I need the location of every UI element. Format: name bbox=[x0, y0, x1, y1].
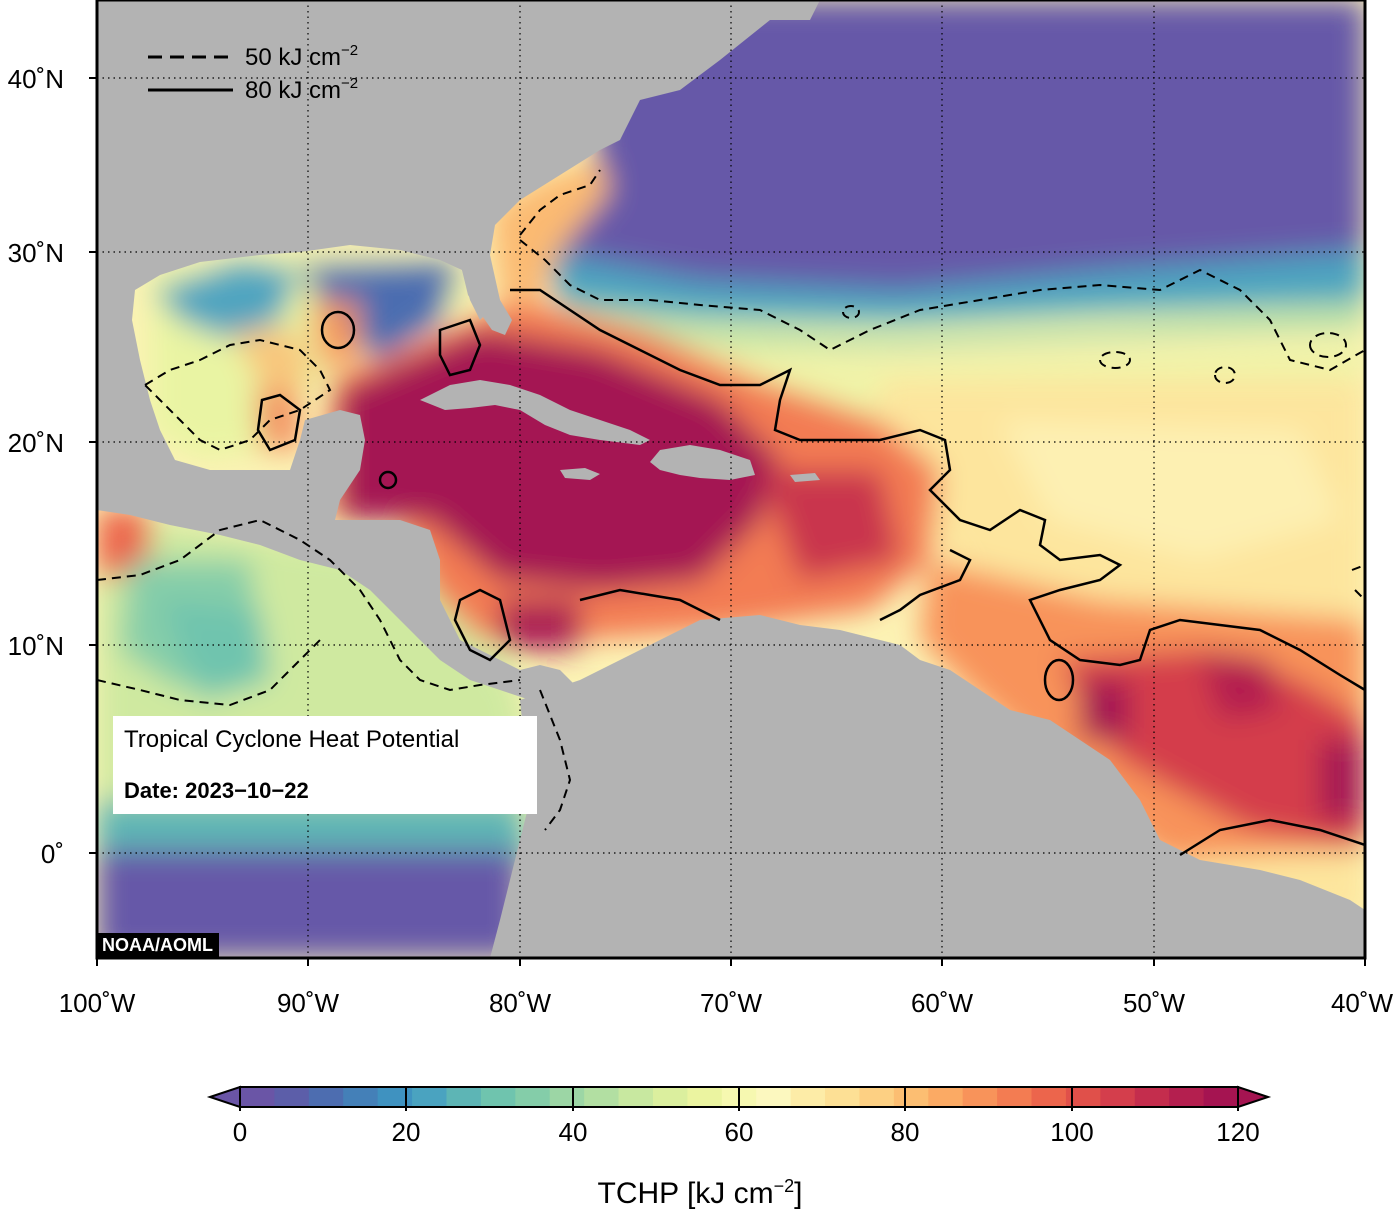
legend-solid-label: 80 kJ cm bbox=[245, 77, 341, 104]
lon-label: 60˚W bbox=[911, 988, 974, 1018]
colorbar-tick-label: 80 bbox=[891, 1117, 920, 1147]
contour-legend: 50 kJ cm−2 80 kJ cm−2 bbox=[148, 42, 358, 104]
colorbar-tick-label: 60 bbox=[725, 1117, 754, 1147]
colorbar-cell bbox=[584, 1087, 620, 1107]
lon-label: 70˚W bbox=[700, 988, 763, 1018]
colorbar-cell bbox=[928, 1087, 964, 1107]
legend-dashed-exp: −2 bbox=[341, 42, 358, 59]
contour-80 bbox=[256, 288, 1365, 857]
longitude-labels: 100˚W 90˚W 80˚W 70˚W 60˚W 50˚W 40˚W bbox=[59, 988, 1394, 1018]
colorbar-cell bbox=[480, 1087, 516, 1107]
colorbar-cell bbox=[446, 1087, 482, 1107]
colorbar-cell bbox=[893, 1087, 929, 1107]
graticule bbox=[97, 0, 1365, 958]
colorbar-cell bbox=[825, 1087, 861, 1107]
lat-label: 0˚ bbox=[41, 839, 64, 869]
lat-label: 40˚N bbox=[8, 64, 64, 94]
colorbar-cell bbox=[997, 1087, 1033, 1107]
colorbar-cell bbox=[652, 1087, 688, 1107]
colorbar-tick-label: 20 bbox=[392, 1117, 421, 1147]
lon-label: 50˚W bbox=[1123, 988, 1186, 1018]
info-title: Tropical Cyclone Heat Potential bbox=[124, 726, 460, 753]
colorbar-max-arrow bbox=[1237, 1085, 1272, 1109]
colorbar-cell bbox=[308, 1087, 344, 1107]
lon-label: 100˚W bbox=[59, 988, 136, 1018]
legend-solid-exp: −2 bbox=[341, 75, 358, 92]
colorbar-cell bbox=[515, 1087, 551, 1107]
colorbar-cell bbox=[240, 1087, 276, 1107]
lat-label: 30˚N bbox=[8, 238, 64, 268]
map-panel bbox=[97, 0, 1365, 958]
colorbar-cell bbox=[962, 1087, 998, 1107]
colorbar-label: TCHP [kJ cm−2] bbox=[0, 1176, 1400, 1211]
colorbar-cell bbox=[1065, 1087, 1101, 1107]
latitude-labels: 40˚N 30˚N 20˚N 10˚N 0˚ bbox=[8, 64, 64, 869]
colorbar-cell bbox=[1134, 1087, 1170, 1107]
legend-dashed-text: 50 kJ cm−2 bbox=[245, 42, 358, 71]
colorbar-cell bbox=[1100, 1087, 1136, 1107]
colorbar-label-exp: −2 bbox=[773, 1176, 795, 1196]
lon-label: 80˚W bbox=[489, 988, 552, 1018]
colorbar-cell bbox=[1203, 1087, 1239, 1107]
colorbar-cell bbox=[1169, 1087, 1205, 1107]
lat-label: 20˚N bbox=[8, 428, 64, 458]
colorbar-cell bbox=[274, 1087, 310, 1107]
credit-label: NOAA/AOML bbox=[98, 933, 219, 957]
axis-ticks bbox=[89, 77, 1366, 966]
legend-dashed-label: 50 kJ cm bbox=[245, 44, 341, 71]
colorbar-cell bbox=[859, 1087, 895, 1107]
colorbar-tick-label: 0 bbox=[233, 1117, 247, 1147]
colorbar-ticks bbox=[239, 1087, 1239, 1111]
colorbar-cell bbox=[618, 1087, 654, 1107]
info-date: Date: 2023−10−22 bbox=[124, 778, 309, 803]
colorbar-cell bbox=[412, 1087, 448, 1107]
colorbar-cell bbox=[687, 1087, 723, 1107]
colorbar-label-main: TCHP [kJ cm bbox=[597, 1177, 774, 1210]
colorbar-tick-label: 120 bbox=[1216, 1117, 1259, 1147]
colorbar-cell bbox=[549, 1087, 585, 1107]
colorbar-min-arrow bbox=[206, 1085, 241, 1109]
colorbar-cell bbox=[756, 1087, 792, 1107]
colorbar-tick-label: 100 bbox=[1050, 1117, 1093, 1147]
lat-label: 10˚N bbox=[8, 631, 64, 661]
lon-label: 40˚W bbox=[1331, 988, 1394, 1018]
contour-50 bbox=[97, 169, 1365, 831]
info-box: Tropical Cyclone Heat Potential Date: 20… bbox=[113, 716, 537, 814]
colorbar: 0 20 40 60 80 100 120 bbox=[206, 1085, 1272, 1147]
colorbar-label-close: ] bbox=[794, 1177, 803, 1210]
colorbar-cell bbox=[343, 1087, 379, 1107]
colorbar-tick-label: 40 bbox=[559, 1117, 588, 1147]
colorbar-cell bbox=[790, 1087, 826, 1107]
colorbar-cell bbox=[377, 1087, 413, 1107]
colorbar-cells bbox=[240, 1087, 1239, 1107]
legend-solid-text: 80 kJ cm−2 bbox=[245, 75, 358, 104]
colorbar-cell bbox=[1031, 1087, 1067, 1107]
lon-label: 90˚W bbox=[277, 988, 340, 1018]
